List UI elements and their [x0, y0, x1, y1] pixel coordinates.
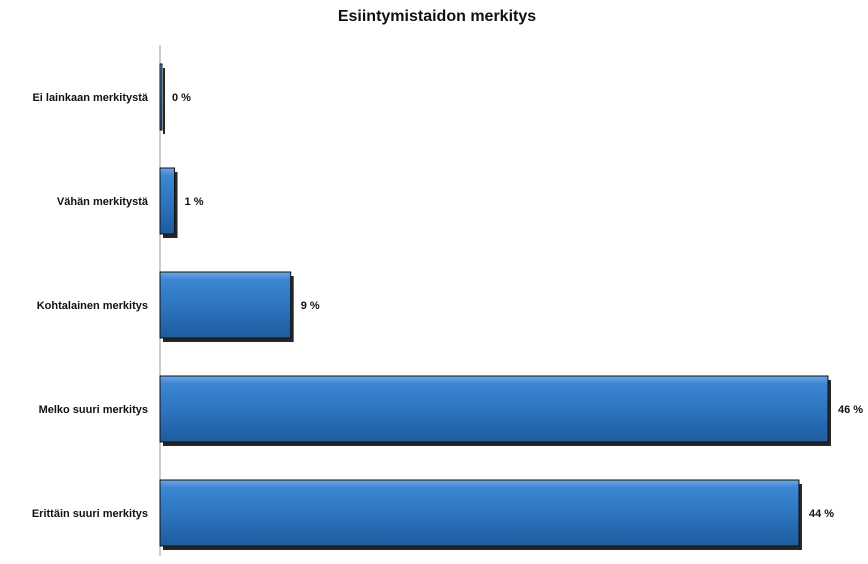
bar-kohtalainen-merkitys	[159, 271, 292, 339]
bar-erittain-suuri-merkitys	[159, 479, 800, 547]
category-label-erittain-suuri-merkitys: Erittäin suuri merkitys	[32, 508, 148, 520]
bar-vahan-merkitysta	[159, 167, 176, 235]
data-label-melko-suuri-merkitys: 46 %	[838, 404, 863, 416]
data-labels-layer: 0 % 1 % 9 % 46 % 44 %	[172, 92, 863, 520]
category-label-kohtalainen-merkitys: Kohtalainen merkitys	[37, 300, 148, 312]
category-label-ei-lainkaan-merkitysta: Ei lainkaan merkitystä	[32, 92, 148, 104]
bar-melko-suuri-merkitys	[159, 375, 829, 443]
bar-ei-lainkaan-merkitysta	[159, 63, 163, 131]
bar-shadow-ei-lainkaan-merkitysta	[163, 68, 165, 134]
data-label-vahan-merkitysta: 1 %	[185, 196, 204, 208]
chart-title: Esiintymistaidon merkitys	[338, 8, 536, 25]
category-label-vahan-merkitysta: Vähän merkitystä	[57, 196, 149, 208]
bars-layer	[159, 63, 831, 550]
category-labels-layer: Ei lainkaan merkitystä Vähän merkitystä Ko…	[32, 92, 149, 520]
data-label-ei-lainkaan-merkitysta: 0 %	[172, 92, 191, 104]
category-label-melko-suuri-merkitys: Melko suuri merkitys	[39, 404, 148, 416]
data-label-kohtalainen-merkitys: 9 %	[301, 300, 320, 312]
data-label-erittain-suuri-merkitys: 44 %	[809, 508, 834, 520]
